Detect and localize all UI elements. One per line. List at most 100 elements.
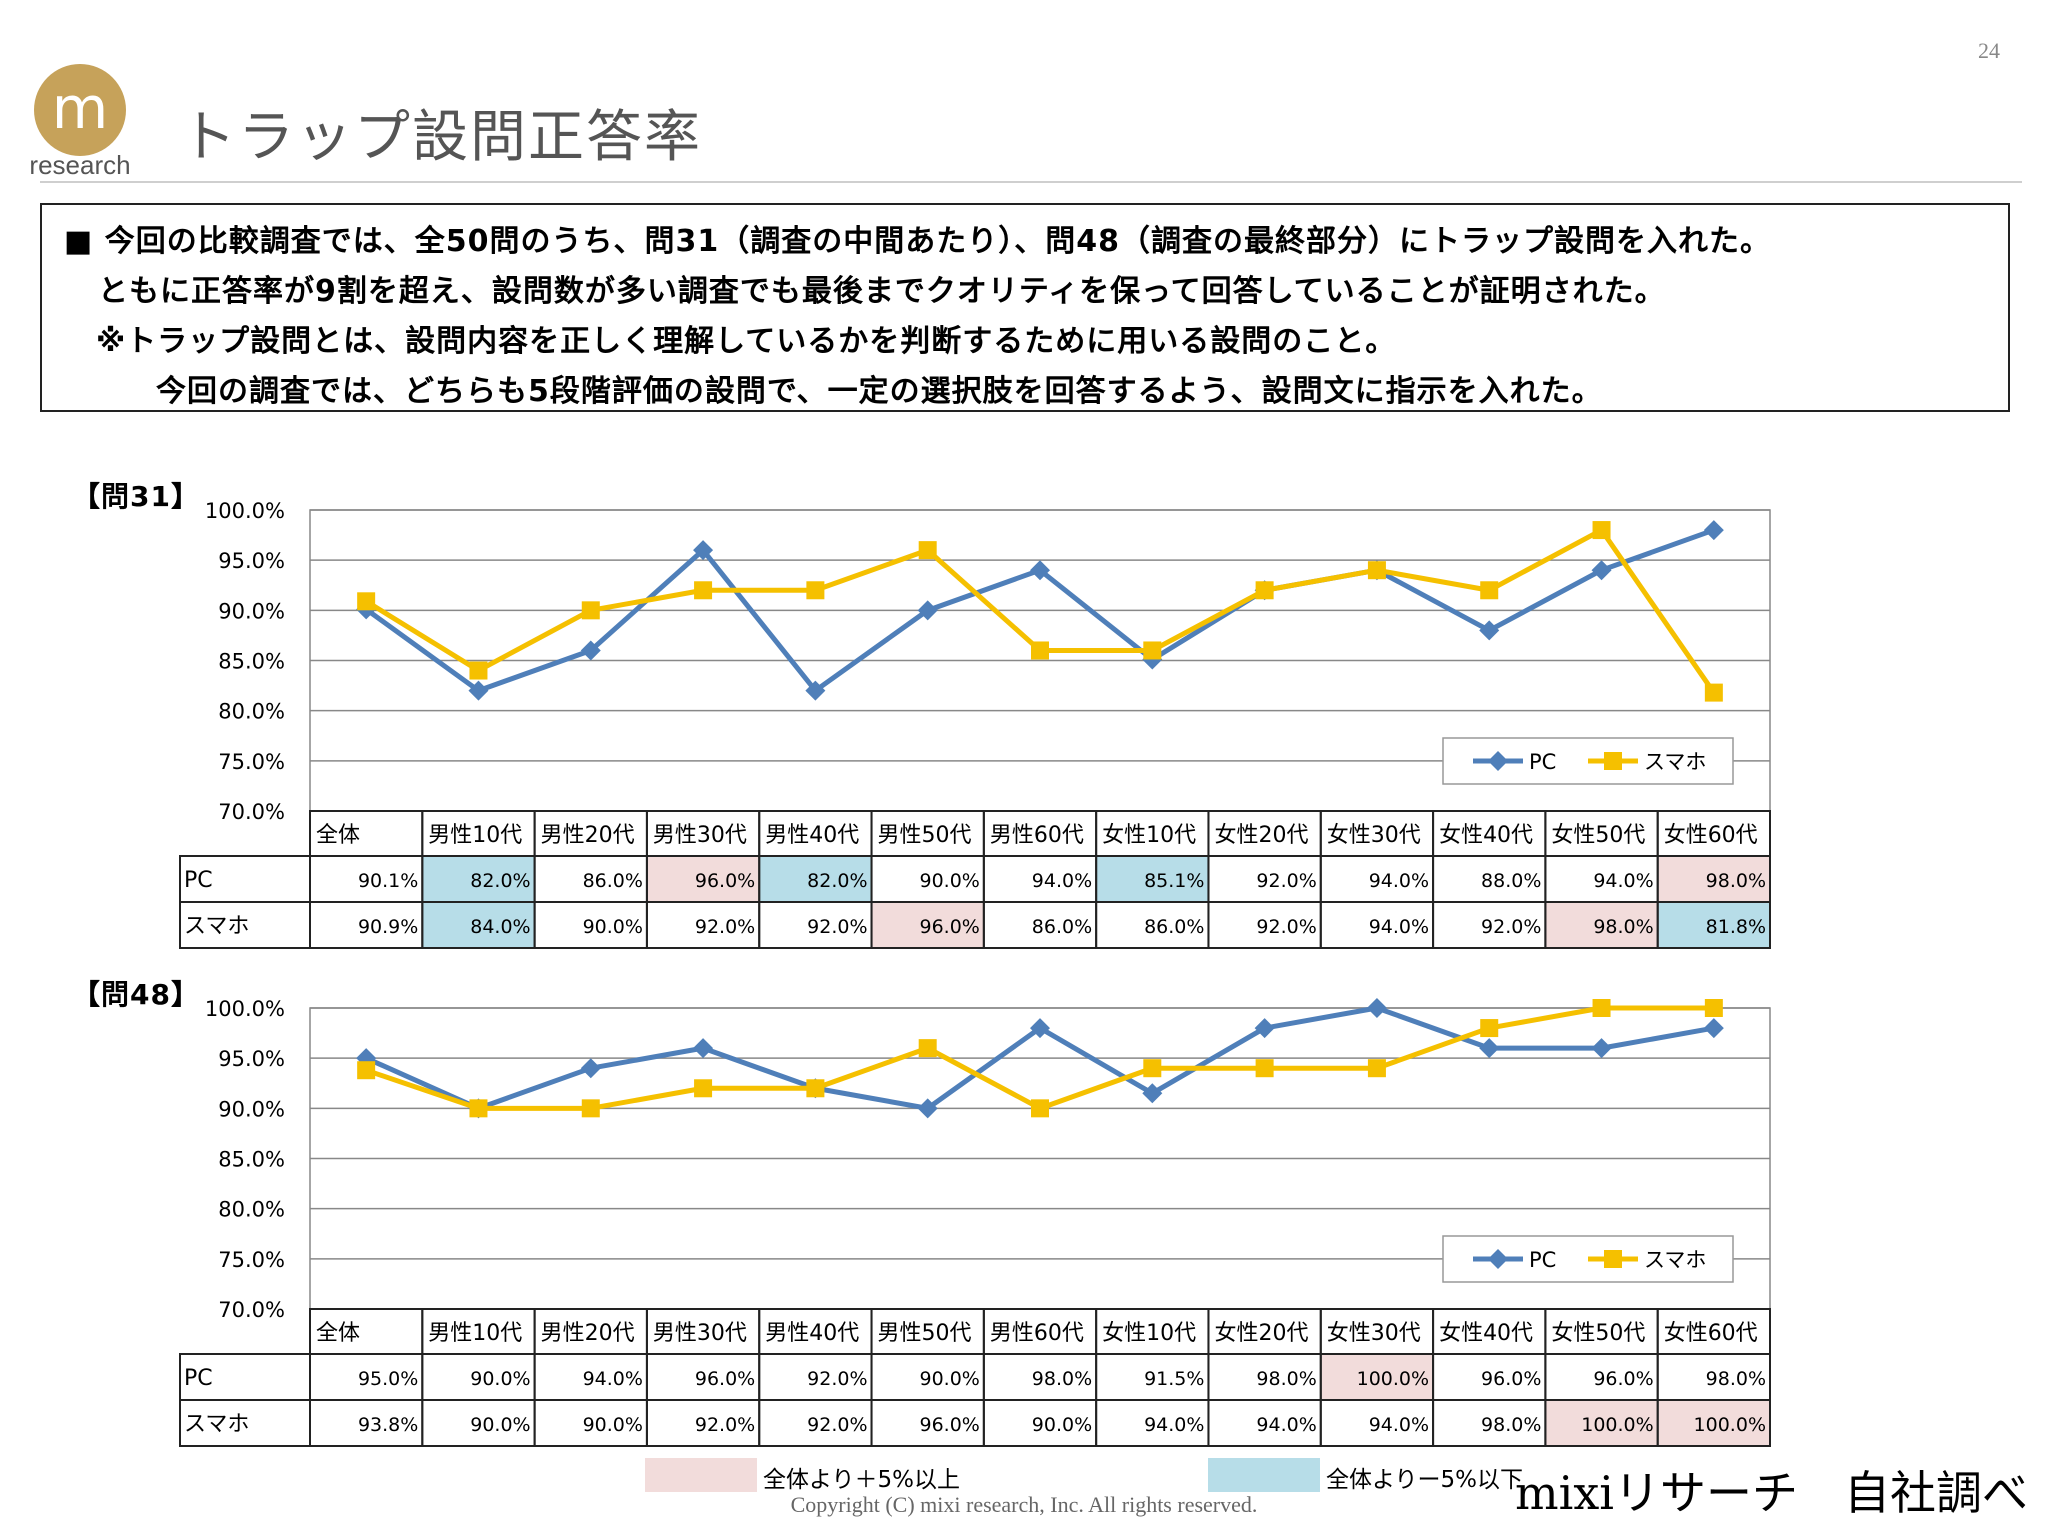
category-label: 男性10代 <box>428 823 522 848</box>
category-label: 女性10代 <box>1102 1321 1196 1346</box>
summary-line-1: ■ 今回の比較調査では、全50問のうち、問31（調査の中間あたり）、問48（調査… <box>64 224 1772 259</box>
logo-mark: m <box>34 64 126 156</box>
category-label: 女性10代 <box>1102 823 1196 848</box>
highlight-cell <box>1545 902 1658 948</box>
sp-point <box>806 1079 825 1098</box>
category-label: 男性30代 <box>653 823 747 848</box>
y-tick-label: 90.0% <box>218 599 285 623</box>
highlight-cell <box>1657 902 1770 948</box>
data-label: 94.0% <box>1032 870 1092 892</box>
data-label: 94.0% <box>1144 1414 1204 1436</box>
data-label: 92.0% <box>1256 870 1316 892</box>
category-label: 男性30代 <box>653 1321 747 1346</box>
data-label: 96.0% <box>695 870 755 892</box>
legend-sp-label: スマホ <box>1644 750 1706 774</box>
category-label: 女性20代 <box>1214 1321 1308 1346</box>
data-label: 92.0% <box>807 916 867 938</box>
data-label: 90.0% <box>470 1414 530 1436</box>
category-label: 全体 <box>316 823 360 848</box>
data-label: 85.1% <box>1144 870 1204 892</box>
highlight-cell <box>1096 856 1209 902</box>
data-label: 94.0% <box>583 1368 643 1390</box>
highlight-cell <box>1545 1400 1658 1446</box>
mixi-research-logo: m research <box>20 62 140 182</box>
highlight-cell <box>1657 856 1770 902</box>
sp-point <box>1031 641 1049 660</box>
legend-sp-marker <box>1604 1250 1622 1268</box>
sp-point <box>1031 1099 1049 1118</box>
category-label: 男性10代 <box>428 1321 522 1346</box>
data-label: 96.0% <box>1593 1368 1653 1390</box>
pc-point <box>1254 1018 1275 1039</box>
highlight-cell <box>1657 1400 1770 1446</box>
page-number: 24 <box>1978 38 2000 63</box>
y-tick-label: 85.0% <box>218 650 285 674</box>
data-label: 90.0% <box>919 870 979 892</box>
data-label: 82.0% <box>807 870 867 892</box>
y-tick-label: 95.0% <box>218 1047 285 1071</box>
legend-high-swatch <box>645 1458 757 1492</box>
category-label: 女性20代 <box>1214 823 1308 848</box>
logo-text: research <box>29 150 131 180</box>
pc-point <box>917 600 938 621</box>
sp-point <box>918 541 937 560</box>
source-note: mixiリサーチ 自社調べ <box>1515 1466 2028 1520</box>
pc-point <box>1142 1083 1163 1104</box>
sp-point <box>1367 561 1386 580</box>
category-label: 男性60代 <box>990 1321 1084 1346</box>
data-label: 94.0% <box>1369 916 1429 938</box>
q48-label: 【問48】 <box>72 978 200 1011</box>
category-label: 女性40代 <box>1439 823 1533 848</box>
sp-point <box>581 601 600 620</box>
sp-point <box>469 1099 488 1118</box>
legend-pc-marker <box>1488 751 1508 771</box>
data-label: 98.0% <box>1032 1368 1092 1390</box>
pc-point <box>805 680 826 701</box>
category-label: 男性50代 <box>878 823 972 848</box>
sp-point <box>1367 1059 1386 1078</box>
y-tick-label: 90.0% <box>218 1097 285 1121</box>
pc-point <box>580 640 601 661</box>
data-label: 96.0% <box>919 1414 979 1436</box>
sp-point <box>806 581 825 600</box>
data-label: 90.0% <box>1032 1414 1092 1436</box>
sp-point <box>469 661 488 680</box>
pc-point <box>1703 520 1724 541</box>
data-label: 92.0% <box>807 1368 867 1390</box>
data-label: 86.0% <box>583 870 643 892</box>
y-tick-label: 75.0% <box>218 750 285 774</box>
data-label: 98.0% <box>1706 1368 1766 1390</box>
data-label: 84.0% <box>470 916 530 938</box>
pc-point <box>917 1098 938 1119</box>
sp-point <box>694 581 713 600</box>
legend-pc-marker <box>1488 1249 1508 1269</box>
data-label: 94.0% <box>1369 1414 1429 1436</box>
pc-point <box>1479 620 1500 641</box>
data-label: 92.0% <box>695 1414 755 1436</box>
legend-high-text: 全体より＋5%以上 <box>763 1467 961 1493</box>
pc-point <box>1030 1018 1050 1039</box>
sp-point <box>694 1079 713 1098</box>
legend-low-swatch <box>1208 1458 1320 1492</box>
highlight-cell <box>646 856 760 902</box>
data-label: 98.0% <box>1256 1368 1316 1390</box>
data-label: 98.0% <box>1593 916 1653 938</box>
data-cell <box>1656 901 1771 949</box>
pc-point <box>468 680 489 701</box>
y-tick-label: 95.0% <box>218 549 285 573</box>
row-label: PC <box>184 1366 213 1391</box>
data-label: 98.0% <box>1706 870 1766 892</box>
sp-point <box>1480 581 1499 600</box>
data-label: 96.0% <box>695 1368 755 1390</box>
category-label: 女性50代 <box>1551 823 1645 848</box>
data-label: 95.0% <box>358 1368 418 1390</box>
data-label: 94.0% <box>1256 1414 1316 1436</box>
y-tick-label: 85.0% <box>218 1148 285 1172</box>
data-label: 90.0% <box>919 1368 979 1390</box>
pc-point <box>1703 1018 1724 1039</box>
data-label: 88.0% <box>1481 870 1541 892</box>
data-label: 90.0% <box>583 1414 643 1436</box>
summary-line-4: 今回の調査では、どちらも5段階評価の設問で、一定の選択肢を回答するよう、設問文に… <box>156 374 1603 409</box>
sp-point <box>581 1099 600 1118</box>
data-label: 92.0% <box>695 916 755 938</box>
